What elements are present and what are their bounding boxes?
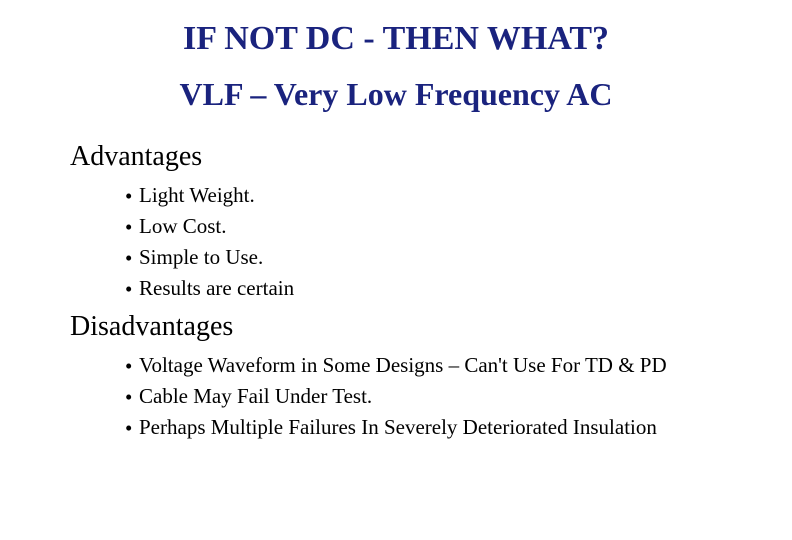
disadvantages-heading: Disadvantages xyxy=(70,311,762,343)
list-item: • Cable May Fail Under Test. xyxy=(125,384,762,409)
bullet-icon: • xyxy=(125,418,139,439)
list-item: • Voltage Waveform in Some Designs – Can… xyxy=(125,353,762,378)
slide-title: IF NOT DC - THEN WHAT? xyxy=(30,20,762,58)
list-item-text: Simple to Use. xyxy=(139,245,263,270)
bullet-icon: • xyxy=(125,217,139,238)
slide-subtitle: VLF – Very Low Frequency AC xyxy=(30,76,762,113)
list-item: • Low Cost. xyxy=(125,214,762,239)
list-item-text: Cable May Fail Under Test. xyxy=(139,384,372,409)
list-item-text: Perhaps Multiple Failures In Severely De… xyxy=(139,415,657,440)
bullet-icon: • xyxy=(125,387,139,408)
disadvantages-list: • Voltage Waveform in Some Designs – Can… xyxy=(125,353,762,440)
advantages-list: • Light Weight. • Low Cost. • Simple to … xyxy=(125,183,762,301)
list-item: • Results are certain xyxy=(125,276,762,301)
bullet-icon: • xyxy=(125,279,139,300)
list-item: • Perhaps Multiple Failures In Severely … xyxy=(125,415,762,440)
list-item: • Simple to Use. xyxy=(125,245,762,270)
bullet-icon: • xyxy=(125,186,139,207)
bullet-icon: • xyxy=(125,356,139,377)
bullet-icon: • xyxy=(125,248,139,269)
list-item-text: Voltage Waveform in Some Designs – Can't… xyxy=(139,353,667,378)
advantages-heading: Advantages xyxy=(70,141,762,173)
list-item: • Light Weight. xyxy=(125,183,762,208)
list-item-text: Results are certain xyxy=(139,276,294,301)
list-item-text: Low Cost. xyxy=(139,214,227,239)
list-item-text: Light Weight. xyxy=(139,183,255,208)
